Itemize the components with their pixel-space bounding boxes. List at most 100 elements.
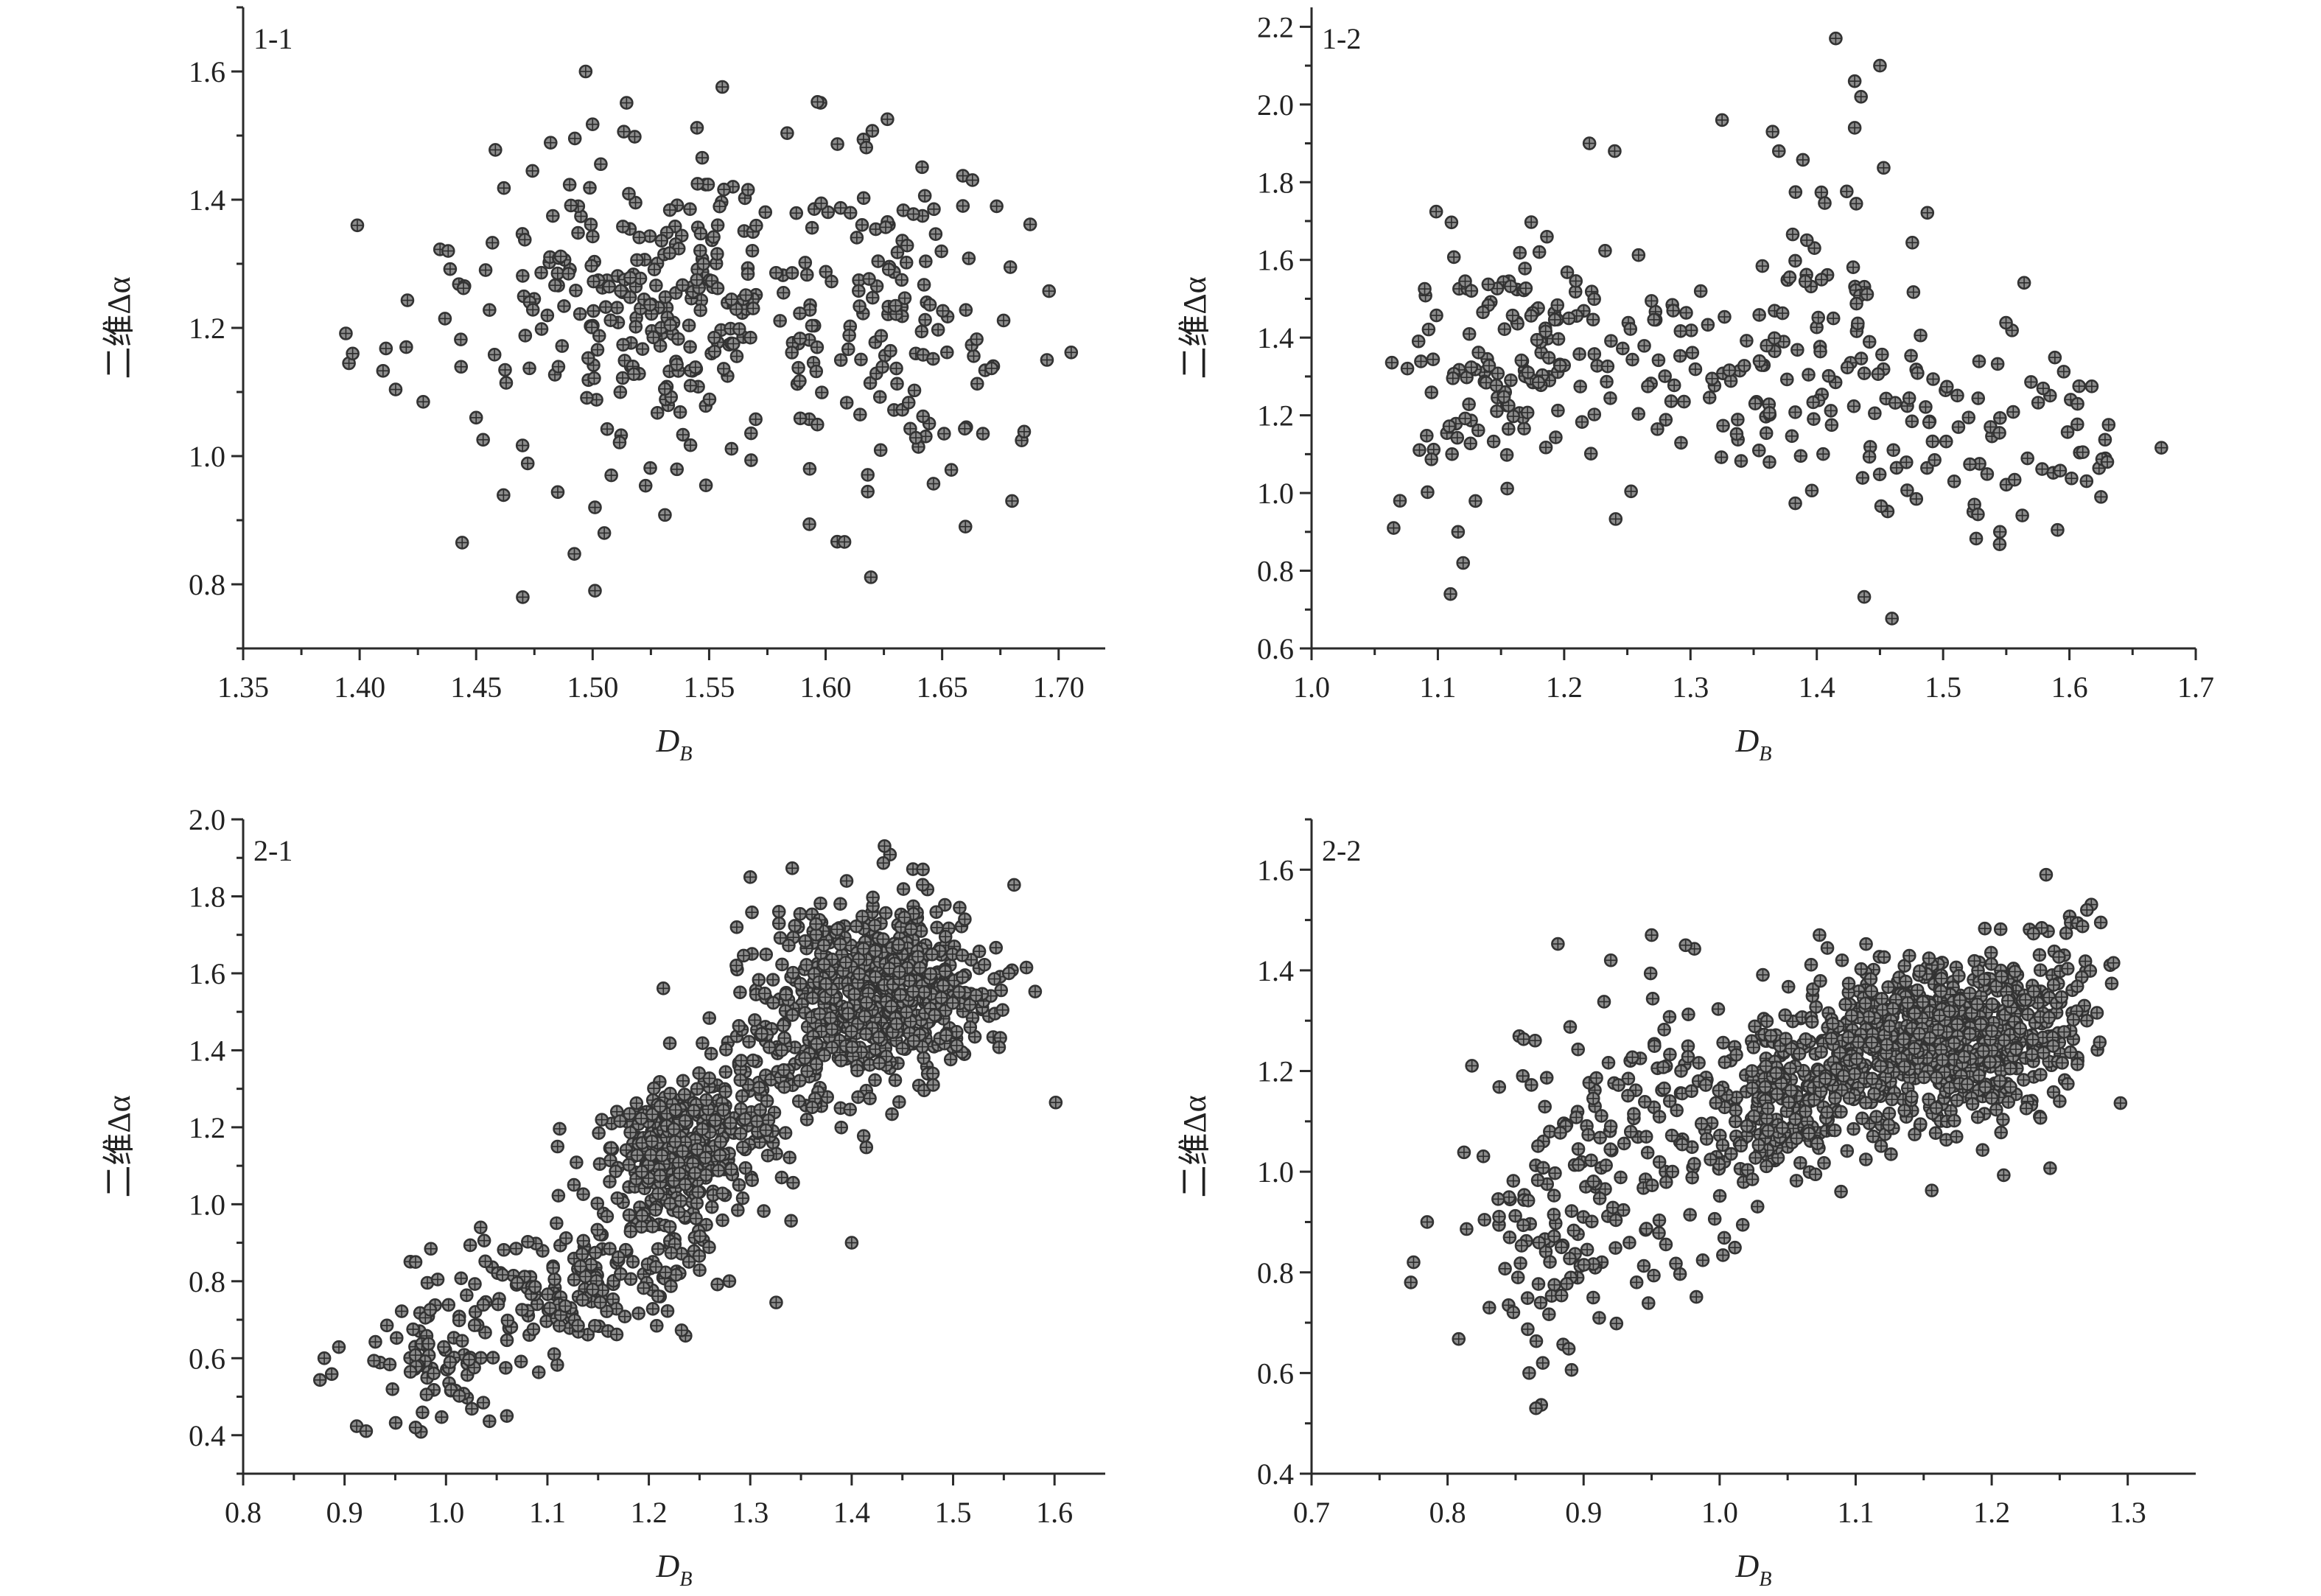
data-point (690, 1082, 704, 1096)
data-point (403, 1365, 418, 1379)
data-point (701, 178, 715, 192)
data-point (416, 1405, 430, 1420)
data-point (1589, 1071, 1603, 1085)
data-point (791, 360, 805, 375)
data-point (1969, 531, 1984, 546)
data-point (892, 965, 907, 979)
data-point (2032, 948, 2047, 962)
data-point (1530, 1173, 1545, 1187)
data-point (421, 1337, 435, 1351)
data-point (1608, 1241, 1622, 1255)
y-tick-label: 1.6 (1257, 853, 1294, 886)
data-point (2008, 965, 2022, 979)
data-point (769, 265, 783, 280)
panel-label: 2-2 (1322, 834, 1361, 867)
data-point (899, 256, 914, 270)
y-tick-label: 1.4 (1257, 954, 1294, 987)
data-point (934, 990, 948, 1005)
data-point (1802, 368, 1816, 382)
data-point (1538, 440, 1553, 455)
data-point (710, 218, 725, 232)
data-point (1529, 1334, 1544, 1348)
data-point (2079, 474, 2094, 489)
data-point (938, 964, 953, 979)
data-point (1735, 1217, 1750, 1232)
data-point (569, 283, 583, 298)
data-point (1784, 1083, 1799, 1098)
data-point (854, 352, 868, 367)
data-point (1712, 1083, 1726, 1098)
data-point (2003, 1079, 2017, 1094)
data-point (1645, 992, 1660, 1006)
data-point (945, 995, 960, 1010)
data-point (987, 972, 1001, 986)
x-tick-label: 1.55 (683, 671, 735, 704)
data-point (617, 1309, 632, 1324)
x-tick-label: 1.3 (1672, 671, 1709, 704)
data-point (655, 1148, 669, 1163)
data-point (1631, 407, 1646, 421)
data-point (1551, 403, 1565, 418)
data-point (839, 396, 854, 410)
data-point (1983, 1055, 1998, 1069)
data-point (650, 406, 665, 420)
data-point (724, 441, 739, 456)
x-tick-label: 1.4 (833, 1496, 870, 1529)
data-point (1442, 419, 1457, 433)
data-point (1411, 334, 1426, 349)
data-point (1882, 1106, 1897, 1121)
data-point (1935, 1053, 1950, 1067)
data-point (1775, 1121, 1790, 1135)
data-point (967, 349, 981, 363)
data-point (1737, 359, 1751, 373)
data-point (817, 957, 831, 972)
data-point (2007, 472, 2022, 487)
data-point (958, 421, 972, 436)
data-point (1477, 1213, 1492, 1227)
data-point (1874, 499, 1888, 514)
data-point (695, 1122, 710, 1136)
data-point (597, 526, 612, 540)
data-point (1748, 396, 1762, 411)
data-point (376, 363, 391, 378)
data-point (2060, 425, 2075, 439)
data-point (809, 364, 824, 379)
data-point (816, 938, 831, 953)
data-point (1751, 444, 1766, 458)
y-axis-title: 二维Δα (101, 1095, 137, 1197)
data-point (717, 182, 731, 197)
data-point (614, 284, 628, 298)
data-point (2080, 1013, 2094, 1028)
data-point (1609, 1316, 1624, 1331)
data-point (1746, 1040, 1761, 1054)
data-point (2020, 451, 2034, 466)
data-point (949, 1024, 964, 1039)
data-point (1482, 359, 1496, 373)
data-point (823, 1011, 838, 1025)
data-point (1765, 125, 1780, 139)
y-axis-title: 二维Δα (1177, 276, 1213, 379)
data-point (734, 1054, 749, 1068)
data-point (2070, 396, 2084, 411)
data-point (1504, 373, 1518, 388)
data-point (368, 1334, 382, 1349)
data-point (673, 1166, 687, 1180)
data-point (1804, 958, 1818, 972)
data-point (632, 230, 646, 245)
data-point (914, 924, 928, 938)
data-point (1728, 1240, 1742, 1255)
data-point (839, 955, 853, 970)
data-point (869, 279, 884, 293)
data-point (859, 140, 874, 155)
data-point (657, 382, 672, 396)
data-point (1885, 612, 1900, 626)
data-point (423, 1303, 438, 1317)
y-tick-label: 0.8 (1257, 1256, 1294, 1289)
y-tick-label: 1.6 (1257, 244, 1294, 277)
data-point (710, 281, 725, 295)
data-point (620, 96, 634, 110)
data-point (2070, 979, 2084, 993)
data-point (841, 1007, 855, 1021)
data-point (1464, 360, 1479, 374)
data-point (1549, 430, 1563, 444)
